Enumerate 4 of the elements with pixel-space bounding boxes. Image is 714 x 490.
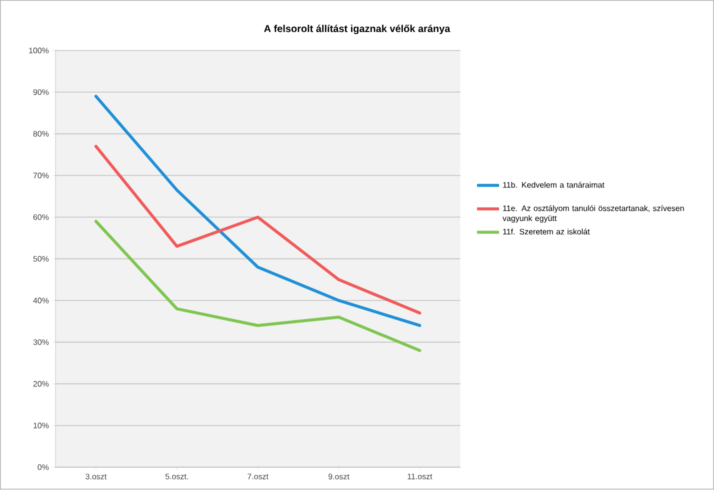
chart-title: A felsorolt állítást igaznak vélők aránya (264, 24, 450, 34)
line-series (94, 220, 422, 352)
line-series (94, 94, 422, 328)
line-series (94, 144, 422, 315)
